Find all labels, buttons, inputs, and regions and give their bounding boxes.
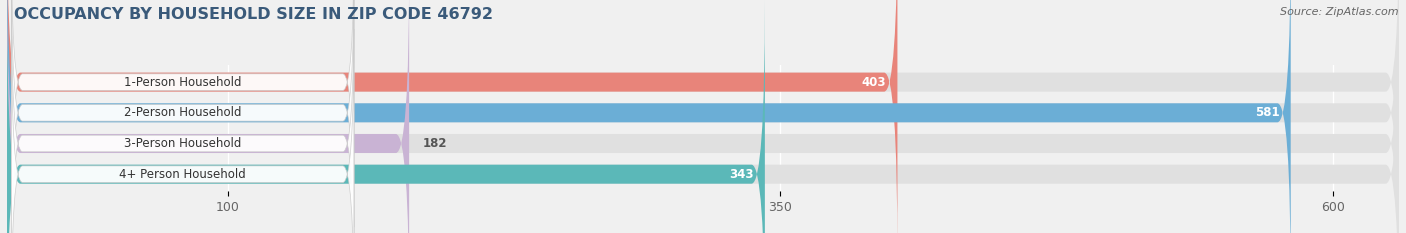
Text: 343: 343	[730, 168, 754, 181]
FancyBboxPatch shape	[11, 0, 354, 233]
FancyBboxPatch shape	[7, 0, 897, 233]
FancyBboxPatch shape	[7, 0, 1399, 233]
FancyBboxPatch shape	[7, 0, 1399, 233]
Text: 581: 581	[1256, 106, 1279, 119]
FancyBboxPatch shape	[11, 0, 354, 233]
FancyBboxPatch shape	[7, 0, 765, 233]
Text: Source: ZipAtlas.com: Source: ZipAtlas.com	[1281, 7, 1399, 17]
Text: OCCUPANCY BY HOUSEHOLD SIZE IN ZIP CODE 46792: OCCUPANCY BY HOUSEHOLD SIZE IN ZIP CODE …	[14, 7, 494, 22]
Text: 4+ Person Household: 4+ Person Household	[120, 168, 246, 181]
FancyBboxPatch shape	[7, 0, 409, 233]
Text: 3-Person Household: 3-Person Household	[124, 137, 242, 150]
FancyBboxPatch shape	[7, 0, 1399, 233]
Text: 182: 182	[422, 137, 447, 150]
FancyBboxPatch shape	[11, 29, 354, 233]
Text: 403: 403	[862, 76, 886, 89]
FancyBboxPatch shape	[11, 0, 354, 227]
FancyBboxPatch shape	[7, 0, 1399, 233]
FancyBboxPatch shape	[7, 0, 1291, 233]
Text: 1-Person Household: 1-Person Household	[124, 76, 242, 89]
Text: 2-Person Household: 2-Person Household	[124, 106, 242, 119]
